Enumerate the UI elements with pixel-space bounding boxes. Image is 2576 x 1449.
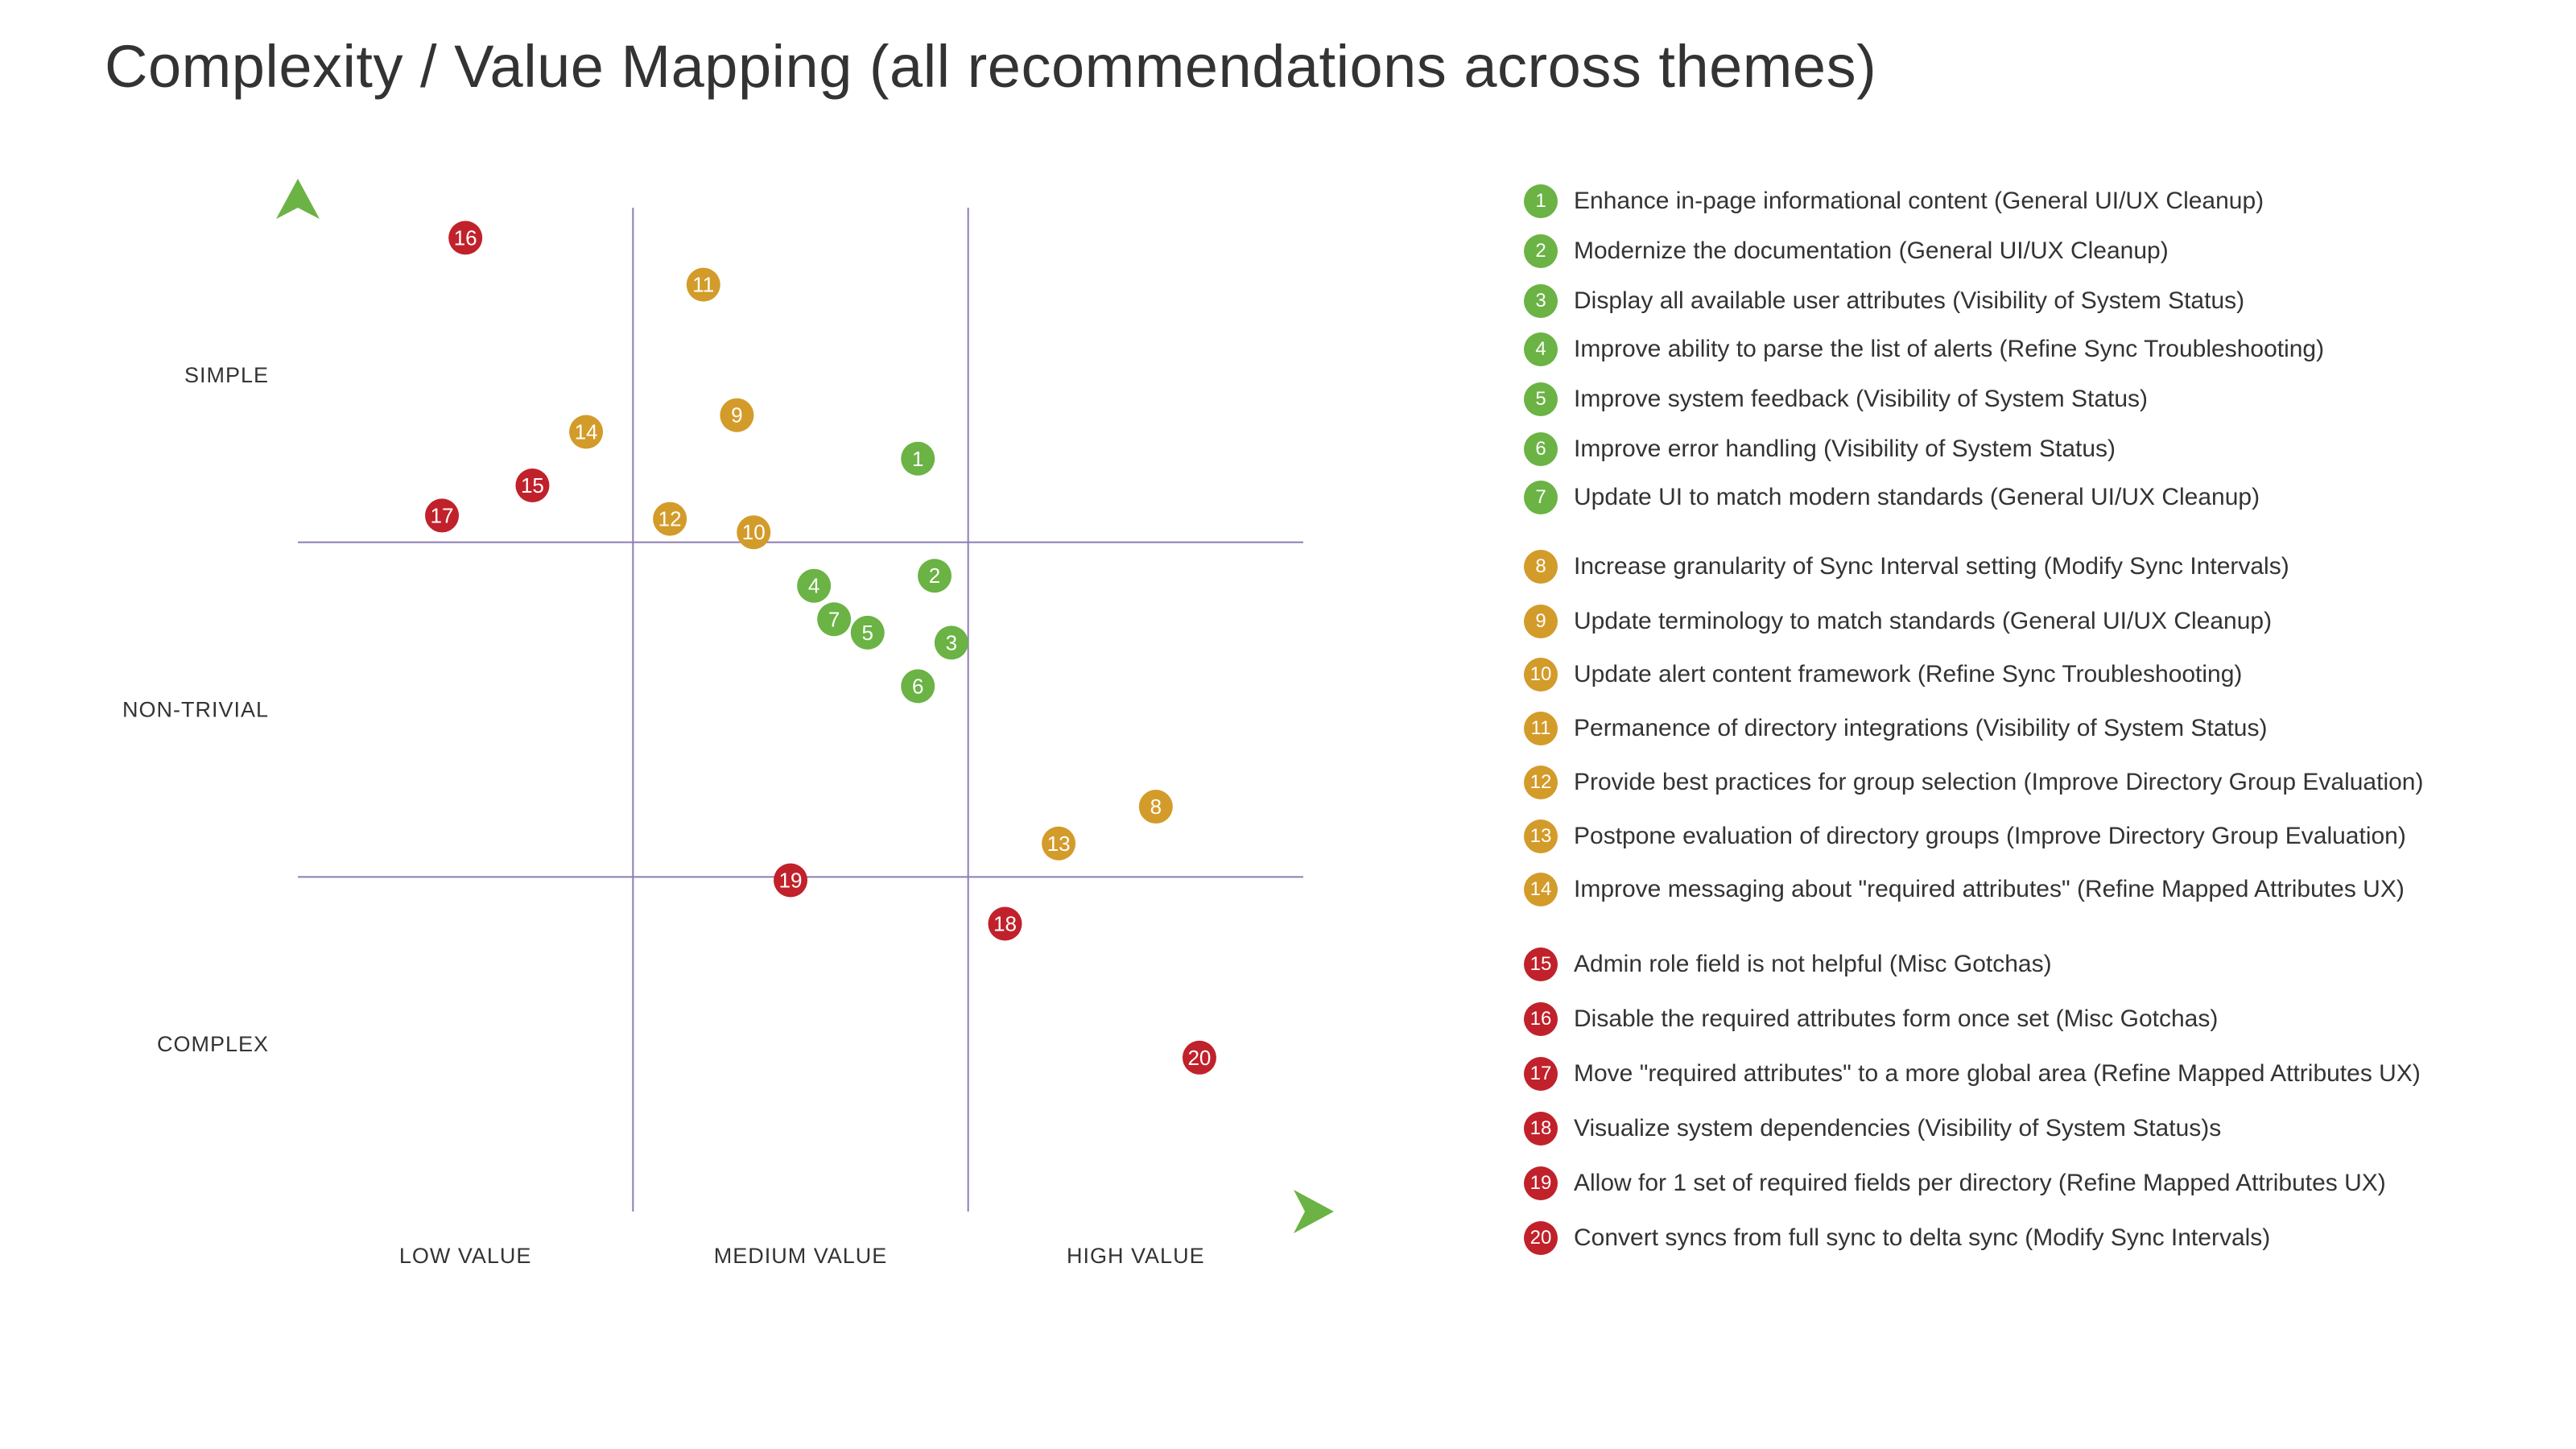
data-point-7: 7: [817, 602, 852, 637]
data-point-marker: [686, 267, 720, 302]
data-point-9: 9: [720, 398, 754, 432]
data-point-marker: [425, 498, 460, 533]
y-axis-arrow-icon: [276, 179, 320, 219]
x-tick-label: HIGH VALUE: [1067, 1244, 1205, 1268]
data-point-label: 15: [521, 473, 544, 497]
data-point-marker: [850, 615, 885, 650]
data-point-3: 3: [934, 625, 968, 660]
data-point-20: 20: [1182, 1040, 1216, 1075]
data-point-marker: [988, 906, 1022, 941]
axes: [276, 179, 1334, 1233]
data-point-5: 5: [850, 615, 885, 650]
data-point-label: 1: [912, 447, 923, 471]
data-point-label: 8: [1150, 795, 1162, 819]
data-point-8: 8: [1138, 790, 1173, 824]
data-point-13: 13: [1042, 826, 1076, 861]
tick-labels: LOW VALUE MEDIUM VALUE HIGH VALUE SIMPLE NON…: [122, 363, 1205, 1268]
data-point-label: 13: [1047, 832, 1071, 856]
data-point-marker: [720, 398, 754, 432]
x-tick-label: MEDIUM VALUE: [714, 1244, 888, 1268]
data-point-marker: [901, 441, 935, 476]
data-point-label: 18: [993, 912, 1017, 936]
data-point-marker: [515, 469, 550, 503]
data-point-1: 1: [901, 441, 935, 476]
data-point-label: 10: [742, 520, 766, 544]
data-point-label: 9: [731, 403, 742, 427]
y-tick-label: COMPLEX: [157, 1032, 269, 1056]
x-tick-label: LOW VALUE: [399, 1244, 532, 1268]
data-point-marker: [1138, 790, 1173, 824]
data-point-10: 10: [737, 515, 771, 550]
data-point-18: 18: [988, 906, 1022, 941]
data-point-marker: [797, 568, 832, 603]
x-axis-arrow-icon: [1294, 1190, 1334, 1233]
data-point-16: 16: [448, 221, 483, 255]
data-point-marker: [817, 602, 852, 637]
data-point-label: 14: [575, 419, 598, 444]
data-point-marker: [774, 863, 808, 898]
data-point-12: 12: [653, 502, 687, 536]
data-point-label: 19: [779, 868, 803, 892]
data-point-label: 20: [1187, 1046, 1211, 1070]
data-point-label: 5: [862, 621, 873, 645]
data-point-11: 11: [686, 267, 720, 302]
data-point-label: 7: [828, 607, 840, 631]
data-point-label: 6: [912, 674, 923, 698]
data-point-marker: [653, 502, 687, 536]
data-point-marker: [918, 559, 952, 593]
data-point-label: 2: [929, 564, 940, 588]
y-tick-label: SIMPLE: [184, 363, 269, 387]
data-point-label: 11: [692, 273, 714, 297]
grid-lines: [298, 208, 1303, 1212]
data-point-6: 6: [901, 669, 935, 704]
chart-title: Complexity / Value Mapping (all recommen…: [105, 33, 1877, 100]
data-point-label: 16: [454, 225, 477, 250]
data-point-marker: [934, 625, 968, 660]
data-point-marker: [737, 515, 771, 550]
data-point-label: 12: [658, 507, 682, 531]
data-point-marker: [448, 221, 483, 255]
data-point-label: 3: [946, 630, 957, 654]
y-tick-label: NON-TRIVIAL: [122, 698, 269, 722]
data-point-19: 19: [774, 863, 808, 898]
data-point-4: 4: [797, 568, 832, 603]
data-point-label: 17: [431, 503, 454, 527]
data-point-17: 17: [425, 498, 460, 533]
data-point-marker: [1042, 826, 1076, 861]
data-point-marker: [901, 669, 935, 704]
data-point-marker: [1182, 1040, 1216, 1075]
data-point-15: 15: [515, 469, 550, 503]
data-point-2: 2: [918, 559, 952, 593]
data-point-14: 14: [569, 415, 604, 449]
data-point-marker: [569, 415, 604, 449]
data-point-label: 4: [808, 574, 819, 598]
